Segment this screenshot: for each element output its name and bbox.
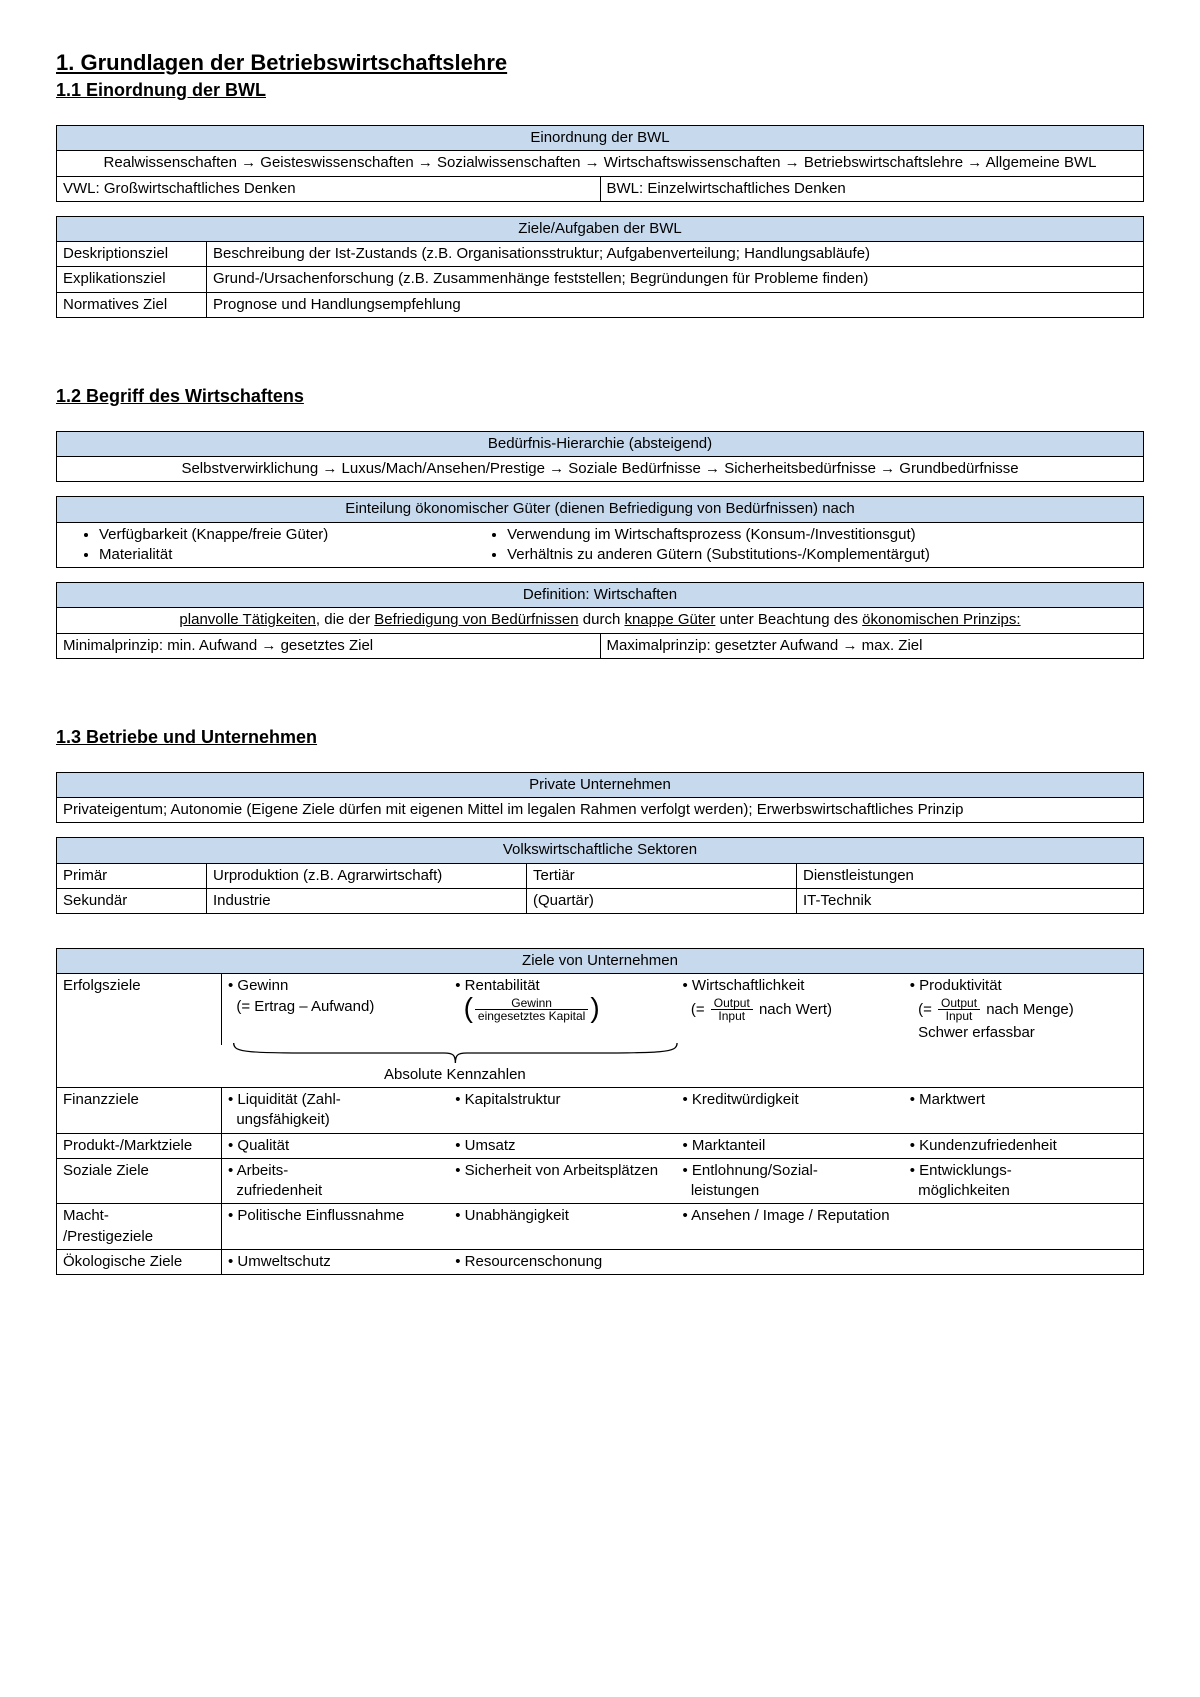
cell: Dienstleistungen <box>797 863 1144 888</box>
row-label: Soziale Ziele <box>57 1158 222 1204</box>
list-item: Verfügbarkeit (Knappe/freie Güter) <box>99 525 471 545</box>
gueter-body: Verfügbarkeit (Knappe/freie Güter) Mater… <box>57 522 1144 568</box>
table-ziele-bwl: Ziele/Aufgaben der BWL DeskriptionszielB… <box>56 216 1144 318</box>
goal-item: • Kapitalstruktur <box>455 1090 682 1131</box>
cell: (Quartär) <box>527 888 797 913</box>
goal-item: • Sicherheit von Arbeitsplätzen <box>455 1161 682 1202</box>
row-cells: • Politische Einflussnahme• Unabhängigke… <box>222 1204 1144 1250</box>
row-val: Beschreibung der Ist-Zustands (z.B. Orga… <box>207 242 1144 267</box>
section-1-3-title: 1.3 Betriebe und Unternehmen <box>56 727 1144 748</box>
row-val: Prognose und Handlungsempfehlung <box>207 292 1144 317</box>
goal-rentabilitaet: • Rentabilität (Gewinneingesetztes Kapit… <box>455 976 682 1043</box>
goal-item <box>910 1252 1137 1272</box>
minimalprinzip: Minimalprinzip: min. Aufwand → gesetztes… <box>57 633 601 658</box>
table-definition: Definition: Wirtschaften planvolle Tätig… <box>56 582 1144 659</box>
classification-chain: Realwissenschaften → Geisteswissenschaft… <box>57 151 1144 176</box>
table-beduerfnis: Bedürfnis-Hierarchie (absteigend) Selbst… <box>56 431 1144 483</box>
goal-produktivitaet: • Produktivität (= OutputInput nach Meng… <box>910 976 1137 1043</box>
private-body: Privateigentum; Autonomie (Eigene Ziele … <box>57 798 1144 823</box>
table-einordnung: Einordnung der BWL Realwissenschaften → … <box>56 125 1144 202</box>
cell: Sekundär <box>57 888 207 913</box>
section-1-1-title: 1.1 Einordnung der BWL <box>56 80 1144 101</box>
bwl-cell: BWL: Einzelwirtschaftliches Denken <box>600 176 1144 201</box>
cell: Tertiär <box>527 863 797 888</box>
goal-item: • Unabhängigkeit <box>455 1206 682 1226</box>
row-label: Ökologische Ziele <box>57 1249 222 1274</box>
goal-item: • Entlohnung/Sozial- leistungen <box>683 1161 910 1202</box>
row-label: Erfolgsziele <box>57 974 222 1045</box>
table-header: Volkswirtschaftliche Sektoren <box>57 838 1144 863</box>
list-item: Verhältnis zu anderen Gütern (Substituti… <box>507 545 1137 565</box>
goal-item: • Resourcenschonung <box>455 1252 682 1272</box>
row-label: Produkt-/Marktziele <box>57 1133 222 1158</box>
row-key: Deskriptionsziel <box>57 242 207 267</box>
row-cells: • Arbeits- zufriedenheit• Sicherheit von… <box>222 1158 1144 1204</box>
table-header: Definition: Wirtschaften <box>57 583 1144 608</box>
table-sektoren: Volkswirtschaftliche Sektoren Primär Urp… <box>56 837 1144 914</box>
definition-body: planvolle Tätigkeiten, die der Befriedig… <box>57 608 1144 633</box>
goal-item: • Liquidität (Zahl- ungsfähigkeit) <box>228 1090 455 1131</box>
goal-item: • Ansehen / Image / Reputation <box>683 1206 910 1226</box>
goal-item: • Marktwert <box>910 1090 1137 1131</box>
row-label: Finanzziele <box>57 1088 222 1134</box>
table-header: Ziele/Aufgaben der BWL <box>57 216 1144 241</box>
vwl-cell: VWL: Großwirtschaftliches Denken <box>57 176 601 201</box>
page-title: 1. Grundlagen der Betriebswirtschaftsleh… <box>56 50 1144 76</box>
table-header: Private Unternehmen <box>57 772 1144 797</box>
goal-item: • Kundenzufriedenheit <box>910 1136 1137 1156</box>
row-cells: • Umweltschutz• Resourcenschonung <box>222 1249 1144 1274</box>
row-cells: • Liquidität (Zahl- ungsfähigkeit)• Kapi… <box>222 1088 1144 1134</box>
table-header: Bedürfnis-Hierarchie (absteigend) <box>57 431 1144 456</box>
brace-cell: Absolute Kennzahlen <box>222 1045 1144 1088</box>
goal-item <box>910 1206 1137 1226</box>
table-ziele-unternehmen: Ziele von Unternehmen Erfolgsziele • Gew… <box>56 948 1144 1275</box>
goal-item: • Arbeits- zufriedenheit <box>228 1161 455 1202</box>
table-private-unternehmen: Private Unternehmen Privateigentum; Auto… <box>56 772 1144 824</box>
row-key: Normatives Ziel <box>57 292 207 317</box>
row-key: Explikationsziel <box>57 267 207 292</box>
table-gueter: Einteilung ökonomischer Güter (dienen Be… <box>56 496 1144 568</box>
goal-item: • Kreditwürdigkeit <box>683 1090 910 1131</box>
row-val: Grund-/Ursachenforschung (z.B. Zusammenh… <box>207 267 1144 292</box>
table-header: Ziele von Unternehmen <box>57 949 1144 974</box>
table-header: Einordnung der BWL <box>57 126 1144 151</box>
goal-gewinn: • Gewinn (= Ertrag – Aufwand) <box>228 976 455 1043</box>
goal-item: • Qualität <box>228 1136 455 1156</box>
maximalprinzip: Maximalprinzip: gesetzter Aufwand → max.… <box>600 633 1144 658</box>
cell: Urproduktion (z.B. Agrarwirtschaft) <box>207 863 527 888</box>
row-label: Macht- /Prestigeziele <box>57 1204 222 1250</box>
goal-item: • Umsatz <box>455 1136 682 1156</box>
goal-item: • Marktanteil <box>683 1136 910 1156</box>
list-item: Verwendung im Wirtschaftsprozess (Konsum… <box>507 525 1137 545</box>
cell: Primär <box>57 863 207 888</box>
erfolg-cells: • Gewinn (= Ertrag – Aufwand) • Rentabil… <box>222 974 1144 1045</box>
list-item: Materialität <box>99 545 471 565</box>
table-header: Einteilung ökonomischer Güter (dienen Be… <box>57 497 1144 522</box>
goal-item: • Entwicklungs- möglichkeiten <box>910 1161 1137 1202</box>
section-1-2-title: 1.2 Begriff des Wirtschaftens <box>56 386 1144 407</box>
hierarchy-chain: Selbstverwirklichung → Luxus/Mach/Ansehe… <box>57 457 1144 482</box>
cell: IT-Technik <box>797 888 1144 913</box>
goal-wirtschaftlichkeit: • Wirtschaftlichkeit (= OutputInput nach… <box>683 976 910 1043</box>
row-cells: • Qualität• Umsatz• Marktanteil• Kundenz… <box>222 1133 1144 1158</box>
cell: Industrie <box>207 888 527 913</box>
goal-item <box>683 1252 910 1272</box>
goal-item: • Politische Einflussnahme <box>228 1206 455 1226</box>
goal-item: • Umweltschutz <box>228 1252 455 1272</box>
